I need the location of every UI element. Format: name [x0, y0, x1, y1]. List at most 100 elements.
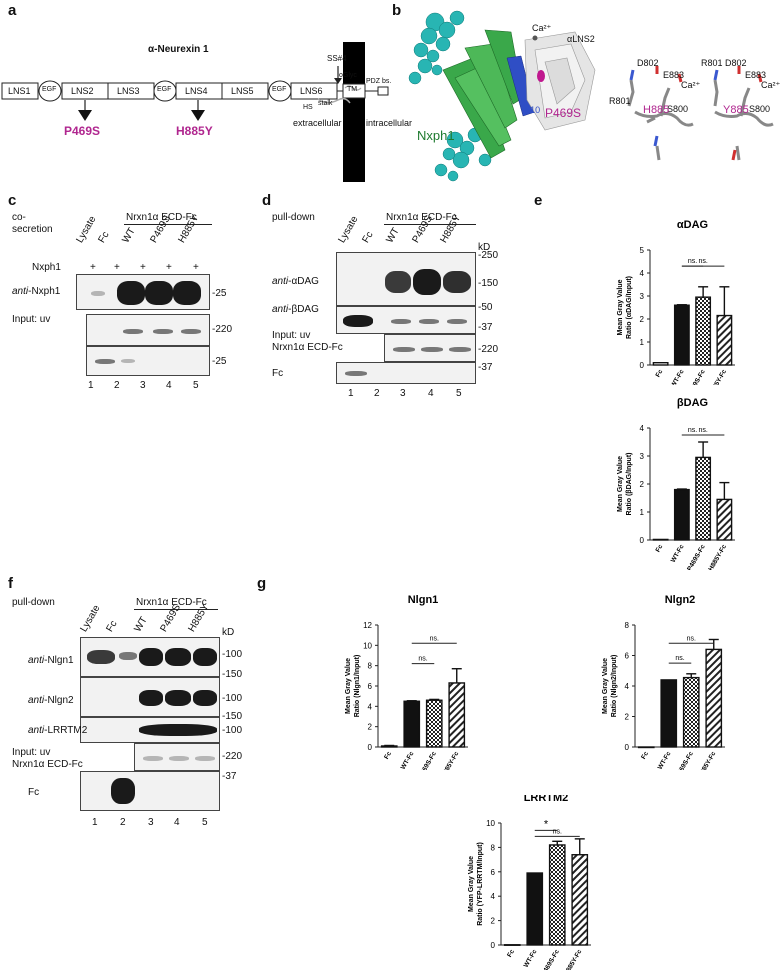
right-r801: R801	[701, 58, 723, 68]
structure-svg	[408, 10, 774, 182]
diagram-title: α-Neurexin 1	[148, 44, 209, 55]
significance-label: ns.	[687, 635, 696, 642]
mutation-arrow-2	[191, 110, 205, 121]
panel-label-f: f	[8, 575, 13, 592]
c-plus-2: +	[114, 262, 120, 273]
bar-wt-fc	[526, 872, 544, 946]
y-tick-label: 3	[640, 292, 645, 301]
chart-nlgn2: Nlgn2 Mean Gray Value Ratio (Nlgn2/Input) 0…	[602, 595, 725, 770]
chart-nlgn1: Nlgn1 Mean Gray Value Ratio (Nlgn1/Input) 0…	[345, 595, 468, 770]
bar-p469s-fc	[695, 296, 712, 366]
label-lns2: LNS2	[71, 86, 94, 96]
y-axis-label: Mean Gray Value	[468, 856, 475, 912]
x-tick-label: H885Y-Fc	[563, 948, 584, 970]
chart-adag: αDAG Mean Gray Value Ratio (αDAG/Input) 0 1 2…	[617, 219, 735, 385]
x-tick-label: WT-Fc	[523, 948, 539, 969]
label-egf-2: EGF	[157, 86, 172, 93]
left-h885: H885	[643, 104, 670, 116]
x-tick-label: H885Y-Fc	[440, 750, 461, 770]
pdz-box	[377, 86, 389, 96]
mutation-label-1: P469S	[64, 124, 101, 138]
d-blot-bdag	[336, 306, 476, 334]
c-plus-3: +	[140, 262, 146, 273]
f-lane-fc: Fc	[104, 618, 120, 634]
f-lane-num-3: 3	[148, 817, 154, 828]
label-egf-3: EGF	[272, 86, 287, 93]
x-tick-label: H885Y-Fc	[707, 543, 728, 570]
x-tick-label: Fc	[654, 543, 664, 553]
bar-p469s-fc	[548, 844, 566, 946]
d-mw-150: -150	[478, 278, 499, 289]
residue-sticks-left	[627, 79, 694, 161]
y-axis-label: Mean Gray Value	[617, 279, 624, 335]
bar-wt-fc	[673, 488, 690, 541]
f-ab3: -LRRTM2	[44, 725, 88, 736]
d-blot-adag	[336, 252, 476, 306]
f-ab1: -Nlgn1	[44, 655, 74, 666]
f-blot-nlgn2	[80, 677, 220, 717]
bar-fc	[652, 361, 669, 366]
f-header: Nrxn1α ECD-Fc	[136, 597, 207, 608]
y-tick-label: 4	[640, 424, 645, 433]
f-blot-lrrtm2	[80, 717, 220, 743]
struct-beta10-label: β10	[525, 105, 541, 115]
y-tick-label: 2	[368, 723, 373, 732]
chart-title: Nlgn1	[408, 595, 439, 606]
y-tick-label: 2	[491, 917, 496, 926]
c-lane-lysate: Lysate	[74, 214, 99, 245]
label-lns5: LNS5	[231, 86, 254, 96]
y-tick-label: 4	[640, 269, 645, 278]
c-plus-1: +	[90, 262, 96, 273]
x-tick-label: P469S-Fc	[686, 368, 707, 385]
y-tick-label: 3	[640, 452, 645, 461]
y-tick-label: 8	[625, 621, 630, 630]
f-mw-220: -220	[222, 751, 243, 762]
significance-label: ns.	[688, 258, 697, 265]
f-blot-input	[134, 743, 220, 771]
label-ss4: SS#4	[327, 54, 347, 63]
x-tick-label: H885Y-Fc	[697, 750, 718, 770]
chart-bdag: βDAG Mean Gray Value Ratio (βDAG/Input) 0 1 2…	[617, 397, 735, 570]
c-lane-num-5: 5	[193, 380, 199, 391]
y-tick-label: 6	[368, 682, 373, 691]
f-anti-3: anti	[28, 725, 45, 736]
y-tick-label: 10	[363, 641, 372, 650]
x-tick-label: Fc	[383, 750, 393, 760]
c-mw-25b: -25	[212, 356, 227, 367]
blot-c-header: Nrxn1α ECD-Fc	[126, 212, 197, 223]
y-tick-label: 10	[486, 819, 495, 828]
y-tick-label: 0	[640, 361, 645, 370]
d-lane-wt: WT	[384, 226, 402, 245]
chart-lrrtm2: LRRTM2 Mean Gray Value Ratio (YFP-LRRTM/In…	[468, 795, 591, 970]
d-lane-num-3: 3	[400, 388, 406, 399]
d-lane-num-2: 2	[374, 388, 380, 399]
y-tick-label: 4	[625, 682, 630, 691]
bar-p469s-fc	[682, 676, 700, 748]
label-pdz: PDZ bs.	[366, 78, 392, 85]
x-tick-label: Fc	[640, 750, 650, 760]
f-lane-num-5: 5	[202, 817, 208, 828]
cosecretion-label: co- secretion	[12, 212, 53, 235]
y-axis-label: Ratio (βDAG/Input)	[626, 453, 633, 516]
x-tick-label: P469S-Fc	[417, 750, 438, 770]
label-stalk: stalk	[318, 100, 333, 107]
label-egf-1: EGF	[42, 86, 57, 93]
membrane	[343, 42, 365, 182]
c-nxph1-row: Nxph1	[32, 262, 61, 273]
structure-panel: Ca²⁺ αLNS2 Nxph1 β10 P469S D802 E883 Ca²…	[395, 0, 780, 190]
d-lane-num-1: 1	[348, 388, 354, 399]
alns2-structure	[524, 31, 596, 131]
c-lane-num-1: 1	[88, 380, 94, 391]
c-mw-220: -220	[212, 324, 233, 335]
bar-fc	[637, 746, 655, 749]
bar-wt-fc	[403, 700, 421, 748]
x-tick-label: WT-Fc	[670, 543, 686, 564]
y-tick-label: 0	[625, 743, 630, 752]
y-axis-label: Ratio (Nlgn2/Input)	[611, 655, 618, 718]
struct-alns2-label: αLNS2	[567, 34, 595, 44]
f-pulldown-label: pull-down	[12, 597, 55, 608]
d-mw-37: -37	[478, 322, 493, 333]
y-tick-label: 8	[491, 843, 496, 852]
blot-f: pull-down Nrxn1α ECD-Fc Lysate Fc WT P46…	[0, 575, 255, 775]
c-lane-fc: Fc	[96, 229, 112, 245]
